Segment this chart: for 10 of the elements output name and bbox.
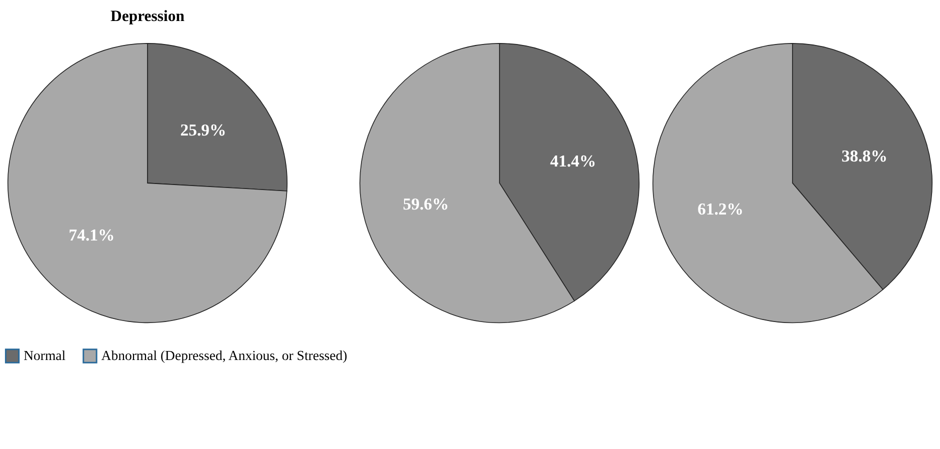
pie-slice xyxy=(7,43,288,323)
data-label: 74.1% xyxy=(68,226,115,245)
data-label: 61.2% xyxy=(698,199,744,218)
data-label: 59.6% xyxy=(402,194,449,214)
chart-title: Depression xyxy=(110,8,185,25)
data-label: 41.4% xyxy=(550,152,596,171)
legend-label: Normal xyxy=(24,348,66,363)
data-label: 25.9% xyxy=(180,120,226,140)
data-label: 38.8% xyxy=(842,146,888,166)
legend-label: Abnormal (Depressed, Anxious, or Stressed) xyxy=(101,348,348,363)
